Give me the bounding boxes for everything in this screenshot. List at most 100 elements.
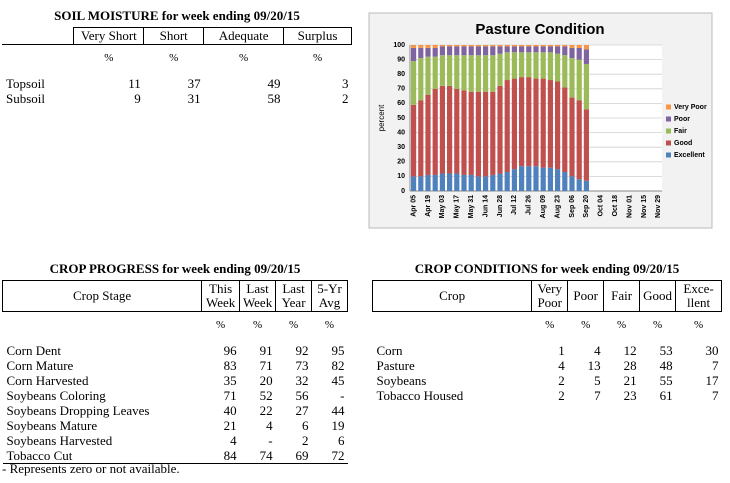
y-tick-label: 20 (397, 159, 405, 166)
cell: 40 (223, 403, 237, 418)
cell: 95 (331, 343, 345, 358)
legend-label: Good (674, 140, 692, 147)
y-axis-label: percent (377, 104, 386, 131)
y-tick-label: 60 (397, 100, 405, 107)
x-tick-label: May 31 (468, 195, 475, 218)
x-tick-label: Jul 12 (511, 195, 518, 215)
header-cell (2, 27, 75, 45)
legend-swatch (666, 152, 671, 158)
bar-segment (425, 47, 431, 57)
cell: 96 (223, 343, 237, 358)
data-row: Corn Mature 83 71 73 82 (3, 358, 348, 373)
bar-segment (562, 87, 568, 173)
row-label: Soybeans Harvested (6, 433, 113, 448)
bar-segment (411, 45, 417, 48)
crop-progress: CROP PROGRESS for week ending 09/20/15 Cr… (1, 261, 348, 464)
bar-segment (483, 45, 489, 47)
data-row: Soybeans Harvested 4 - 2 6 (3, 433, 348, 448)
bar-segment (490, 45, 496, 47)
row-label: Topsoil (6, 76, 45, 91)
unit-cell: % (581, 319, 591, 331)
bar-segment (447, 85, 453, 174)
cell: 5 (594, 373, 601, 388)
bar-segment (497, 173, 503, 191)
cell: 6 (302, 418, 309, 433)
data-row: Tobacco Housed 2 7 23 61 7 (373, 388, 722, 403)
x-tick-label: Jun 14 (482, 195, 489, 217)
bar-segment (511, 45, 517, 47)
row-label: Pasture (376, 358, 415, 373)
unit-cell: % (253, 319, 263, 331)
cell: 20 (259, 373, 273, 388)
bar-segment (418, 176, 424, 191)
cell: 7 (712, 358, 719, 373)
bar-segment (461, 55, 467, 91)
header-row: Very Short Short Adequate Surplus (2, 27, 352, 45)
bar-segment (562, 45, 568, 47)
bar-segment (555, 53, 561, 82)
x-tick-label: Sep 20 (583, 195, 590, 218)
table-title: SOIL MOISTURE for week ending 09/20/15 (54, 8, 300, 23)
bar-segment (511, 169, 517, 191)
x-tick-label: May 03 (439, 195, 446, 218)
y-tick-label: 90 (397, 56, 405, 63)
x-tick-label: Nov 01 (626, 195, 633, 218)
y-tick-label: 0 (401, 188, 405, 195)
legend-label: Poor (674, 116, 690, 123)
bar-segment (483, 46, 489, 56)
bar-segment (533, 46, 539, 53)
cell: 3 (342, 76, 349, 91)
row-label: Tobacco Housed (376, 388, 464, 403)
cell: 74 (239, 448, 276, 464)
bar-segment (418, 100, 424, 177)
bar-segment (432, 45, 438, 48)
footnote: - Represents zero or not available. (2, 461, 180, 476)
cell: 53 (659, 343, 673, 358)
row-label: Tobacco Cut (2, 448, 202, 464)
cell: 61 (659, 388, 673, 403)
bar-segment (439, 55, 445, 86)
unit-cell: % (693, 319, 704, 331)
cell: 73 (295, 358, 309, 373)
bar-segment (497, 45, 503, 47)
y-tick-label: 50 (397, 115, 405, 122)
header-cell: Adequate (203, 27, 285, 45)
bar-segment (454, 55, 460, 89)
bar-segment (547, 52, 553, 81)
cell: 58 (267, 91, 281, 106)
bar-segment (555, 169, 561, 191)
cell: 4 (266, 418, 273, 433)
units-row: %%%% (3, 312, 348, 344)
row-label: Soybeans Mature (6, 418, 98, 433)
data-row: Soybeans Coloring 71 52 56 - (3, 388, 348, 403)
pasture-chart: Pasture Condition percent 0 10 20 30 40 50 60 7… (368, 12, 713, 229)
x-tick-label: Oct 04 (598, 195, 605, 217)
x-tick-label: Sep 06 (569, 195, 576, 218)
bar-segment (497, 53, 503, 86)
header-cell: Good (639, 280, 677, 312)
unit-cell: % (545, 319, 555, 331)
bar-segment (540, 167, 546, 191)
bar-segment (418, 45, 424, 48)
bar-segment (439, 45, 445, 47)
x-tick-label: Jul 26 (526, 195, 533, 215)
bar-segment (547, 46, 553, 53)
data-row: Soybeans Dropping Leaves 40 22 27 44 (3, 403, 348, 418)
x-tick-label: Nov 15 (641, 195, 648, 218)
bar-segment (483, 55, 489, 92)
legend-swatch (666, 140, 671, 146)
cell: 9 (134, 91, 141, 106)
cell: 19 (331, 418, 345, 433)
cell: 32 (295, 373, 309, 388)
data-row: Tobacco Cut 84 74 69 72 (2, 448, 348, 464)
cell: 2 (558, 388, 565, 403)
bar-segment (533, 52, 539, 79)
cell: 71 (259, 358, 273, 373)
cell: 21 (223, 418, 237, 433)
cell: 13 (587, 358, 601, 373)
cell: 22 (259, 403, 273, 418)
cell: 92 (295, 343, 309, 358)
bar-segment (583, 45, 589, 50)
cell: 2 (342, 91, 349, 106)
